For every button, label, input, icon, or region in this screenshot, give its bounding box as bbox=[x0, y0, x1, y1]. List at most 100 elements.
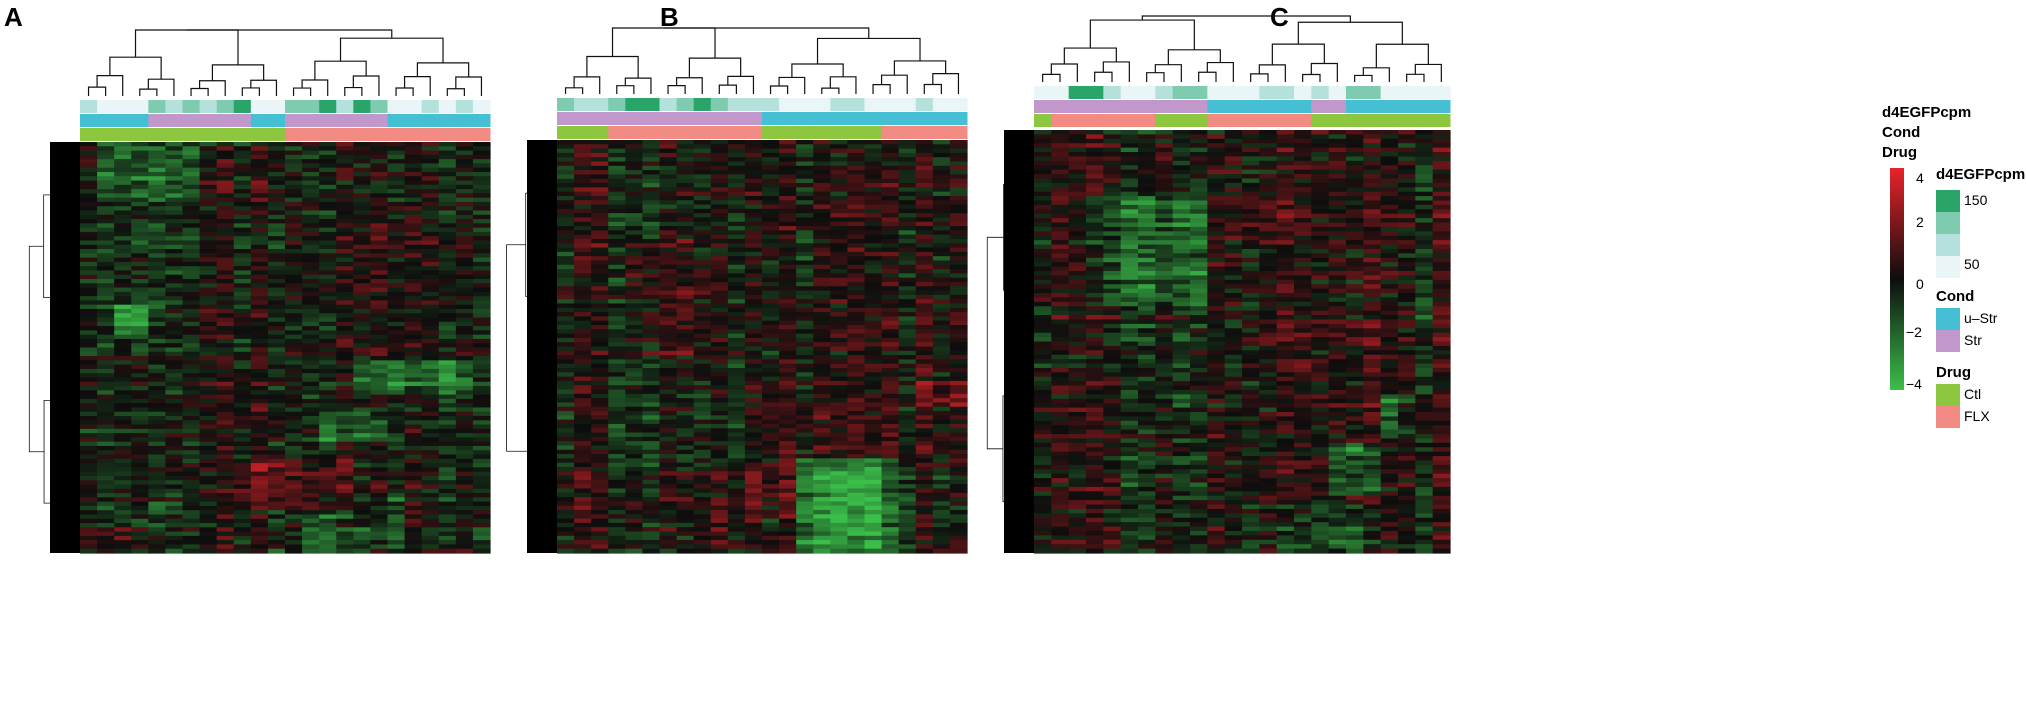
heatmap-cell bbox=[744, 333, 763, 339]
heatmap-cell bbox=[864, 243, 883, 249]
heatmap-cell bbox=[285, 420, 303, 426]
heatmap-cell bbox=[114, 214, 132, 220]
heatmap-cell bbox=[472, 428, 491, 434]
heatmap-cell bbox=[796, 299, 814, 305]
heatmap-cell bbox=[830, 152, 849, 158]
heatmap-cell bbox=[574, 449, 592, 455]
heatmap-cell bbox=[864, 355, 883, 361]
heatmap-cell bbox=[182, 407, 201, 413]
heatmap-cell bbox=[710, 178, 729, 184]
heatmap-cell bbox=[932, 346, 951, 352]
heatmap-cell bbox=[762, 247, 780, 253]
heatmap-cell bbox=[97, 381, 115, 387]
egfp-track-cell bbox=[1380, 86, 1399, 99]
heatmap-cell bbox=[1120, 147, 1139, 153]
heatmap-cell bbox=[250, 154, 269, 160]
heatmap-cell bbox=[915, 458, 934, 464]
heatmap-cell bbox=[949, 484, 968, 490]
heatmap-cell bbox=[404, 223, 423, 229]
heatmap-cell bbox=[659, 488, 678, 494]
heatmap-cell bbox=[898, 264, 917, 270]
heatmap-cell bbox=[404, 544, 423, 550]
heatmap-cell bbox=[148, 420, 167, 426]
heatmap-cell bbox=[710, 174, 729, 180]
heatmap-cell bbox=[949, 406, 968, 412]
heatmap-cell bbox=[404, 480, 423, 486]
heatmap-cell bbox=[336, 373, 354, 379]
heatmap-cell bbox=[744, 509, 763, 515]
heatmap-cell bbox=[285, 377, 303, 383]
heatmap-cell bbox=[932, 393, 951, 399]
heatmap-cell bbox=[148, 386, 167, 391]
heatmap-cell bbox=[336, 257, 354, 263]
heatmap-cell bbox=[864, 324, 883, 330]
heatmap-cell bbox=[421, 450, 440, 456]
heatmap-cell bbox=[438, 480, 457, 486]
heatmap-cell bbox=[779, 428, 797, 434]
heatmap-cell bbox=[80, 300, 98, 306]
heatmap-cell bbox=[813, 368, 831, 373]
heatmap-cell bbox=[387, 274, 406, 280]
heatmap-cell bbox=[676, 406, 695, 412]
heatmap-cell bbox=[830, 200, 849, 206]
heatmap-cell bbox=[693, 540, 712, 545]
heatmap-cell bbox=[710, 385, 729, 391]
heatmap-cell bbox=[659, 226, 678, 231]
heatmap-cell bbox=[421, 411, 440, 417]
heatmap-cell bbox=[1086, 156, 1104, 162]
heatmap-cell bbox=[762, 398, 780, 404]
heatmap-cell bbox=[744, 294, 763, 300]
heatmap-cell bbox=[881, 355, 900, 361]
heatmap-cell bbox=[557, 423, 575, 429]
heatmap-cell bbox=[608, 281, 626, 287]
heatmap-cell bbox=[182, 313, 201, 319]
heatmap-cell bbox=[455, 231, 474, 237]
heatmap-cell bbox=[557, 213, 575, 219]
heatmap-cell bbox=[762, 337, 780, 343]
heatmap-cell bbox=[165, 253, 184, 259]
heatmap-cell bbox=[796, 316, 814, 322]
cond-track-cell bbox=[216, 114, 235, 127]
heatmap-cell bbox=[404, 428, 423, 434]
heatmap-cell bbox=[472, 351, 491, 357]
heatmap-cell bbox=[847, 415, 866, 421]
heatmap-cell bbox=[404, 390, 423, 396]
heatmap-cell bbox=[80, 523, 98, 528]
heatmap-cell bbox=[199, 454, 218, 460]
heatmap-cell bbox=[557, 256, 575, 262]
heatmap-cell bbox=[472, 458, 491, 464]
heatmap-cell bbox=[421, 244, 440, 250]
heatmap-cell bbox=[625, 170, 644, 176]
heatmap-cell bbox=[387, 210, 406, 216]
heatmap-cell bbox=[898, 372, 917, 378]
heatmap-cell bbox=[97, 231, 115, 237]
heatmap-cell bbox=[421, 416, 440, 421]
heatmap-cell bbox=[404, 244, 423, 250]
cond-track-cell bbox=[1190, 100, 1208, 113]
heatmap-cell bbox=[1432, 134, 1451, 140]
heatmap-cell bbox=[779, 445, 797, 451]
heatmap-cell bbox=[744, 350, 763, 356]
heatmap-cell bbox=[216, 163, 235, 169]
heatmap-cell bbox=[898, 497, 917, 502]
heatmap-cell bbox=[131, 441, 149, 447]
heatmap-cell bbox=[319, 214, 337, 220]
heatmap-cell bbox=[438, 291, 457, 297]
drug-track-cell bbox=[336, 128, 354, 141]
heatmap-cell bbox=[813, 454, 831, 459]
heatmap-cell bbox=[387, 531, 406, 537]
heatmap-cell bbox=[1346, 134, 1364, 140]
heatmap-cell bbox=[182, 450, 201, 456]
heatmap-cell bbox=[864, 269, 883, 274]
heatmap-cell bbox=[80, 257, 98, 263]
heatmap-cell bbox=[625, 531, 644, 537]
heatmap-cell bbox=[1363, 152, 1382, 158]
heatmap-cell bbox=[97, 454, 115, 460]
heatmap-cell bbox=[881, 527, 900, 533]
heatmap-cell bbox=[233, 360, 252, 366]
heatmap-cell bbox=[625, 501, 644, 507]
heatmap-cell bbox=[319, 334, 337, 340]
heatmap-cell bbox=[250, 416, 269, 421]
heatmap-cell bbox=[97, 163, 115, 169]
heatmap-cell bbox=[949, 522, 968, 528]
